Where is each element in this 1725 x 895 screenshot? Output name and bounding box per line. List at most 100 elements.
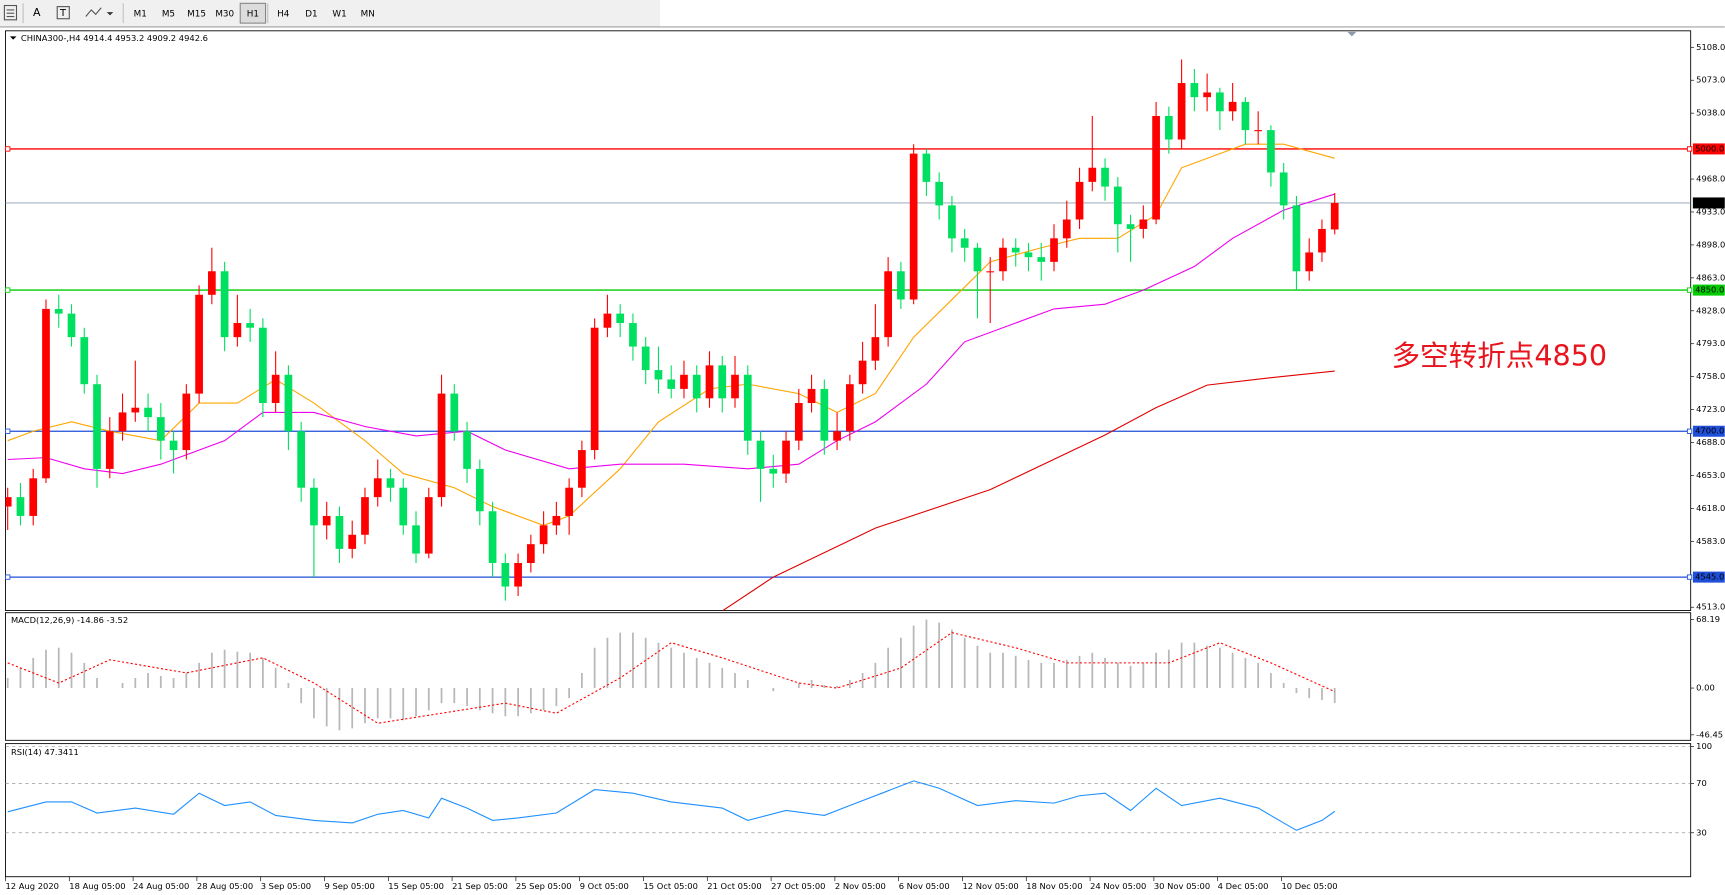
- last-price-label: 4942.6: [1695, 197, 1724, 207]
- candle-body: [1088, 167, 1097, 182]
- candle-body: [578, 450, 586, 488]
- rsi-title: RSI(14) 47.3411: [11, 747, 79, 757]
- candle-body: [1062, 219, 1071, 239]
- candle-body: [1050, 238, 1058, 262]
- x-tick-label: 28 Aug 05:00: [197, 881, 253, 891]
- candle-body: [5, 497, 12, 507]
- candle-body: [565, 487, 573, 516]
- y-tick-label: 5108.0: [1696, 42, 1725, 52]
- candle-body: [437, 393, 446, 498]
- candle-body: [1292, 205, 1301, 272]
- candle-body: [475, 468, 484, 512]
- y-tick-label: 4828.0: [1696, 305, 1725, 315]
- x-tick-label: 24 Nov 05:00: [1090, 881, 1146, 891]
- candle-body: [1177, 83, 1186, 140]
- candle-body: [220, 271, 229, 338]
- x-tick-label: 25 Sep 05:00: [516, 881, 572, 891]
- x-tick-label: 4 Dec 05:00: [1218, 881, 1269, 891]
- label-tool-icon[interactable]: [56, 6, 70, 20]
- timeframe-button-active[interactable]: [239, 2, 267, 24]
- candle-body: [335, 515, 344, 549]
- timeframe-button[interactable]: H4: [277, 9, 290, 19]
- panel-menu-icon[interactable]: [9, 36, 17, 40]
- x-tick-label: 15 Sep 05:00: [388, 881, 444, 891]
- candle-body: [782, 440, 790, 474]
- price-level-marker: [1686, 287, 1693, 293]
- candle-body: [1126, 224, 1135, 229]
- last-price-box: [1692, 197, 1725, 209]
- candle-body: [909, 153, 918, 300]
- candle-body: [922, 153, 931, 182]
- timeframe-button[interactable]: M5: [162, 9, 175, 19]
- timeframe-button[interactable]: M30: [215, 9, 234, 19]
- candle-body: [769, 468, 778, 474]
- timeframe-button[interactable]: D1: [305, 9, 317, 19]
- candle-body: [80, 337, 89, 385]
- x-tick-label: 24 Aug 05:00: [133, 881, 189, 891]
- candle-body: [1037, 257, 1046, 262]
- x-tick-label: 12 Aug 2020: [5, 881, 58, 891]
- candle-body: [93, 384, 101, 469]
- price-level-marker: [5, 574, 11, 580]
- y-tick-label: -46.45: [1696, 729, 1723, 739]
- y-tick-label: 4513.0: [1696, 602, 1725, 612]
- candle-body: [118, 412, 127, 432]
- y-tick-label: 100: [1696, 741, 1712, 751]
- candle-body: [195, 294, 203, 394]
- timeframe-button[interactable]: H1: [247, 9, 259, 19]
- candle-body: [1267, 130, 1275, 173]
- crosshair-icon[interactable]: [3, 4, 18, 21]
- candle-body: [514, 562, 522, 587]
- y-tick-label: 4723.0: [1696, 404, 1725, 414]
- chart-title: CHINA300-,H4 4914.4 4953.2 4909.2 4942.6: [21, 33, 208, 43]
- rsi-plot: [5, 746, 1691, 834]
- candle-body: [284, 374, 293, 432]
- candle-body: [67, 313, 76, 338]
- y-tick-label: 68.19: [1696, 614, 1720, 624]
- moving-average: [7, 143, 1335, 526]
- chart-window: [0, 27, 1725, 895]
- candle-body: [1279, 172, 1288, 206]
- candle-body: [1152, 115, 1160, 220]
- candle-body: [692, 374, 701, 399]
- candle-body: [233, 323, 242, 338]
- main-panel: [5, 30, 1692, 611]
- candle-body: [603, 313, 612, 328]
- candle-body: [131, 407, 140, 413]
- timeframe-button[interactable]: W1: [332, 9, 346, 19]
- timeframe-button[interactable]: MN: [361, 9, 375, 19]
- text-tool-icon[interactable]: A: [33, 6, 41, 19]
- candle-body: [986, 271, 995, 273]
- candle-body: [42, 308, 50, 479]
- x-tick-label: 3 Sep 05:00: [261, 881, 311, 891]
- candle-body: [794, 403, 803, 441]
- candle-body: [259, 327, 267, 404]
- price-level-box: [1692, 425, 1725, 437]
- candle-body: [169, 440, 178, 451]
- price-level-label: 4545.0: [1695, 572, 1724, 582]
- timeframe-button[interactable]: M15: [187, 9, 206, 19]
- candle-body: [463, 431, 471, 469]
- candle-body: [450, 393, 459, 432]
- candle-body: [948, 205, 956, 239]
- x-tick-label: 9 Oct 05:00: [580, 881, 629, 891]
- candle-body: [960, 238, 969, 248]
- timeframe-button[interactable]: M1: [134, 9, 147, 19]
- candle-body: [935, 181, 944, 206]
- main-plot: [5, 59, 1691, 611]
- y-tick-label: 0.00: [1696, 683, 1715, 693]
- x-tick-label: 30 Nov 05:00: [1154, 881, 1210, 891]
- macd-plot: [6, 619, 1336, 731]
- candle-body: [182, 393, 191, 451]
- price-level-marker: [5, 287, 11, 293]
- objects-icon[interactable]: [85, 7, 102, 17]
- candle-body: [590, 327, 599, 451]
- price-level-box: [1692, 143, 1725, 155]
- y-tick-label: 4898.0: [1696, 239, 1725, 249]
- candle-body: [680, 374, 688, 389]
- candle-body: [820, 388, 829, 441]
- candle-body: [1139, 219, 1148, 229]
- candle-body: [1190, 83, 1199, 98]
